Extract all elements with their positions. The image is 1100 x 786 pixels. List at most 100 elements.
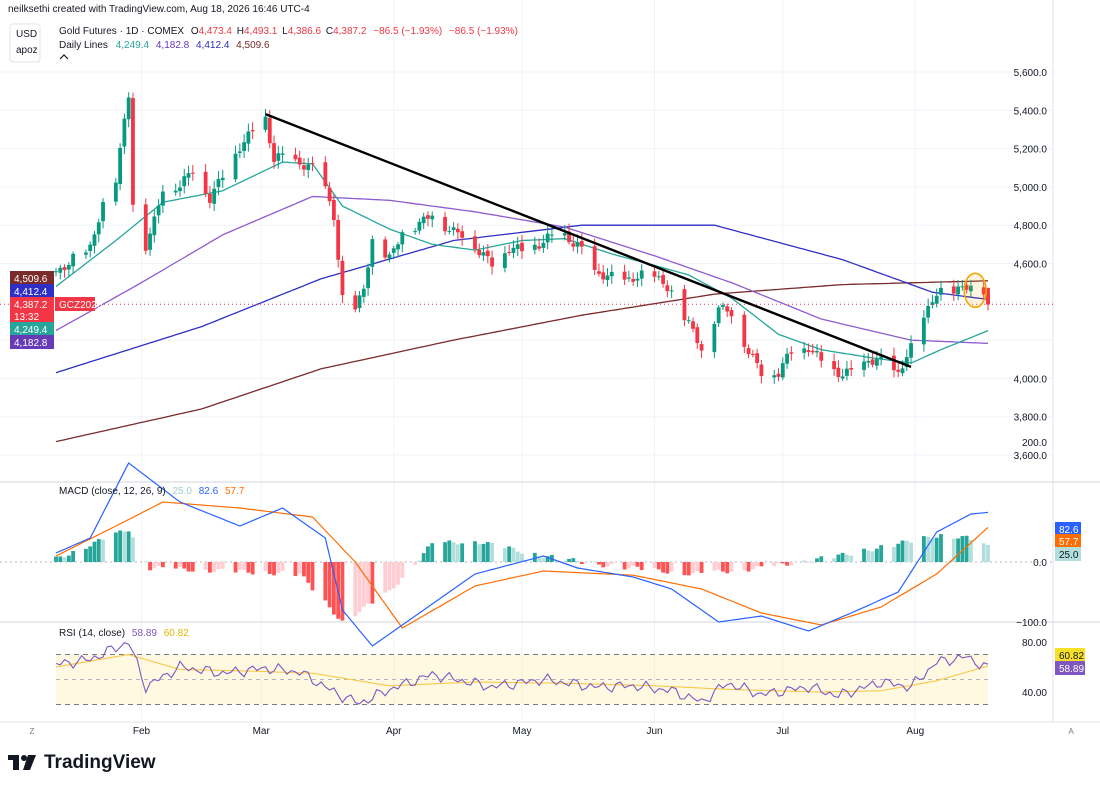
trendline[interactable] (265, 113, 912, 369)
time-axis[interactable]: Feb Mar Apr May Jun Jul Aug Z A (30, 726, 1075, 737)
candle-body[interactable] (357, 295, 362, 309)
candle-body[interactable] (212, 188, 217, 204)
candle-body[interactable] (323, 162, 328, 187)
candle-body[interactable] (939, 287, 943, 295)
candle-body[interactable] (331, 200, 336, 221)
candle-body[interactable] (904, 357, 909, 367)
candle-body[interactable] (934, 295, 939, 304)
candle-body[interactable] (537, 246, 542, 249)
candle-body[interactable] (54, 271, 58, 273)
candle-body[interactable] (131, 98, 135, 205)
candle-body[interactable] (750, 353, 755, 355)
candle-body[interactable] (900, 368, 905, 374)
candle-body[interactable] (71, 253, 76, 267)
macd-pane[interactable]: 200.0 0.0 −100.0 82.657.7 25.0 (0, 438, 1081, 647)
candle-body[interactable] (832, 361, 836, 370)
candle-body[interactable] (58, 267, 63, 273)
candle-body[interactable] (178, 187, 182, 192)
candle-body[interactable] (297, 157, 302, 165)
candle-body[interactable] (502, 253, 507, 269)
candle-body[interactable] (605, 275, 610, 281)
candle-body[interactable] (263, 116, 268, 130)
candle-body[interactable] (635, 278, 640, 281)
candle-body[interactable] (652, 271, 657, 277)
candle-body[interactable] (460, 231, 465, 238)
candle-body[interactable] (815, 351, 819, 353)
candle-body[interactable] (515, 244, 520, 249)
candle-body[interactable] (819, 352, 824, 361)
candle-body[interactable] (455, 228, 460, 233)
price-axis[interactable]: 3,600.0 3,800.0 4,000.0 4,600.0 4,800.0 5,000… (1014, 68, 1048, 462)
candle-body[interactable] (126, 97, 131, 120)
candle-body[interactable] (182, 176, 187, 187)
candle-body[interactable] (776, 373, 781, 377)
candle-body[interactable] (601, 272, 606, 280)
candle-body[interactable] (148, 233, 152, 250)
candle-body[interactable] (699, 344, 704, 351)
candle-body[interactable] (836, 367, 841, 378)
candle-body[interactable] (413, 231, 418, 233)
candle-body[interactable] (383, 239, 388, 258)
candle-body[interactable] (716, 307, 721, 324)
rsi-pane[interactable]: 80.00 40.00 60.82 58.89 (55, 638, 1085, 705)
candle-body[interactable] (721, 304, 725, 307)
candle-body[interactable] (276, 153, 281, 161)
candle-body[interactable] (862, 361, 866, 370)
candle-body[interactable] (532, 244, 537, 250)
candle-body[interactable] (725, 306, 730, 312)
candle-body[interactable] (310, 163, 315, 165)
candle-body[interactable] (186, 173, 191, 178)
candle-body[interactable] (143, 204, 148, 251)
candle-body[interactable] (964, 284, 969, 290)
candle-body[interactable] (426, 215, 430, 219)
candle-body[interactable] (421, 216, 426, 224)
candle-body[interactable] (921, 317, 926, 345)
candle-body[interactable] (712, 323, 717, 353)
candle-body[interactable] (190, 172, 195, 174)
candle-body[interactable] (802, 348, 807, 353)
candle-body[interactable] (387, 254, 392, 259)
candle-body[interactable] (203, 171, 208, 194)
candle-body[interactable] (968, 285, 973, 292)
candle-body[interactable] (118, 147, 123, 184)
candle-body[interactable] (631, 278, 636, 282)
candle-body[interactable] (507, 252, 512, 254)
candle-body[interactable] (930, 302, 935, 306)
last-candle-body[interactable] (986, 287, 990, 305)
candle-body[interactable] (327, 187, 332, 202)
candle-body[interactable] (772, 375, 777, 378)
candle-body[interactable] (879, 356, 884, 359)
candle-body[interactable] (306, 164, 311, 171)
candle-body[interactable] (951, 286, 956, 294)
candle-body[interactable] (520, 242, 524, 252)
candle-body[interactable] (874, 358, 879, 366)
candle-body[interactable] (742, 314, 747, 347)
candle-body[interactable] (430, 215, 435, 220)
candle-body[interactable] (237, 151, 242, 153)
candle-body[interactable] (789, 352, 794, 354)
tradingview-brand[interactable]: TradingView (8, 752, 156, 774)
candle-body[interactable] (759, 364, 764, 377)
candle-body[interactable] (806, 350, 811, 352)
candle-body[interactable] (302, 165, 306, 170)
candle-body[interactable] (870, 359, 875, 365)
candle-body[interactable] (656, 276, 661, 278)
candle-body[interactable] (575, 242, 580, 247)
candle-body[interactable] (810, 350, 815, 353)
candle-body[interactable] (686, 320, 691, 322)
candle-body[interactable] (926, 306, 931, 318)
candle-body[interactable] (361, 288, 366, 297)
candle-body[interactable] (233, 153, 238, 180)
candle-body[interactable] (242, 142, 247, 151)
candle-body[interactable] (609, 271, 614, 277)
candle-body[interactable] (511, 247, 516, 253)
candle-body[interactable] (396, 244, 400, 250)
candle-body[interactable] (896, 369, 901, 372)
auto-scale-toggle-icon[interactable]: A (1068, 727, 1074, 736)
candle-body[interactable] (567, 231, 571, 243)
rsi-legend[interactable]: RSI (14, close) 58.89 60.82 (59, 628, 189, 639)
candle-body[interactable] (473, 236, 477, 250)
candle-body[interactable] (477, 249, 482, 256)
candle-body[interactable] (451, 227, 456, 231)
candle-body[interactable] (160, 191, 165, 206)
